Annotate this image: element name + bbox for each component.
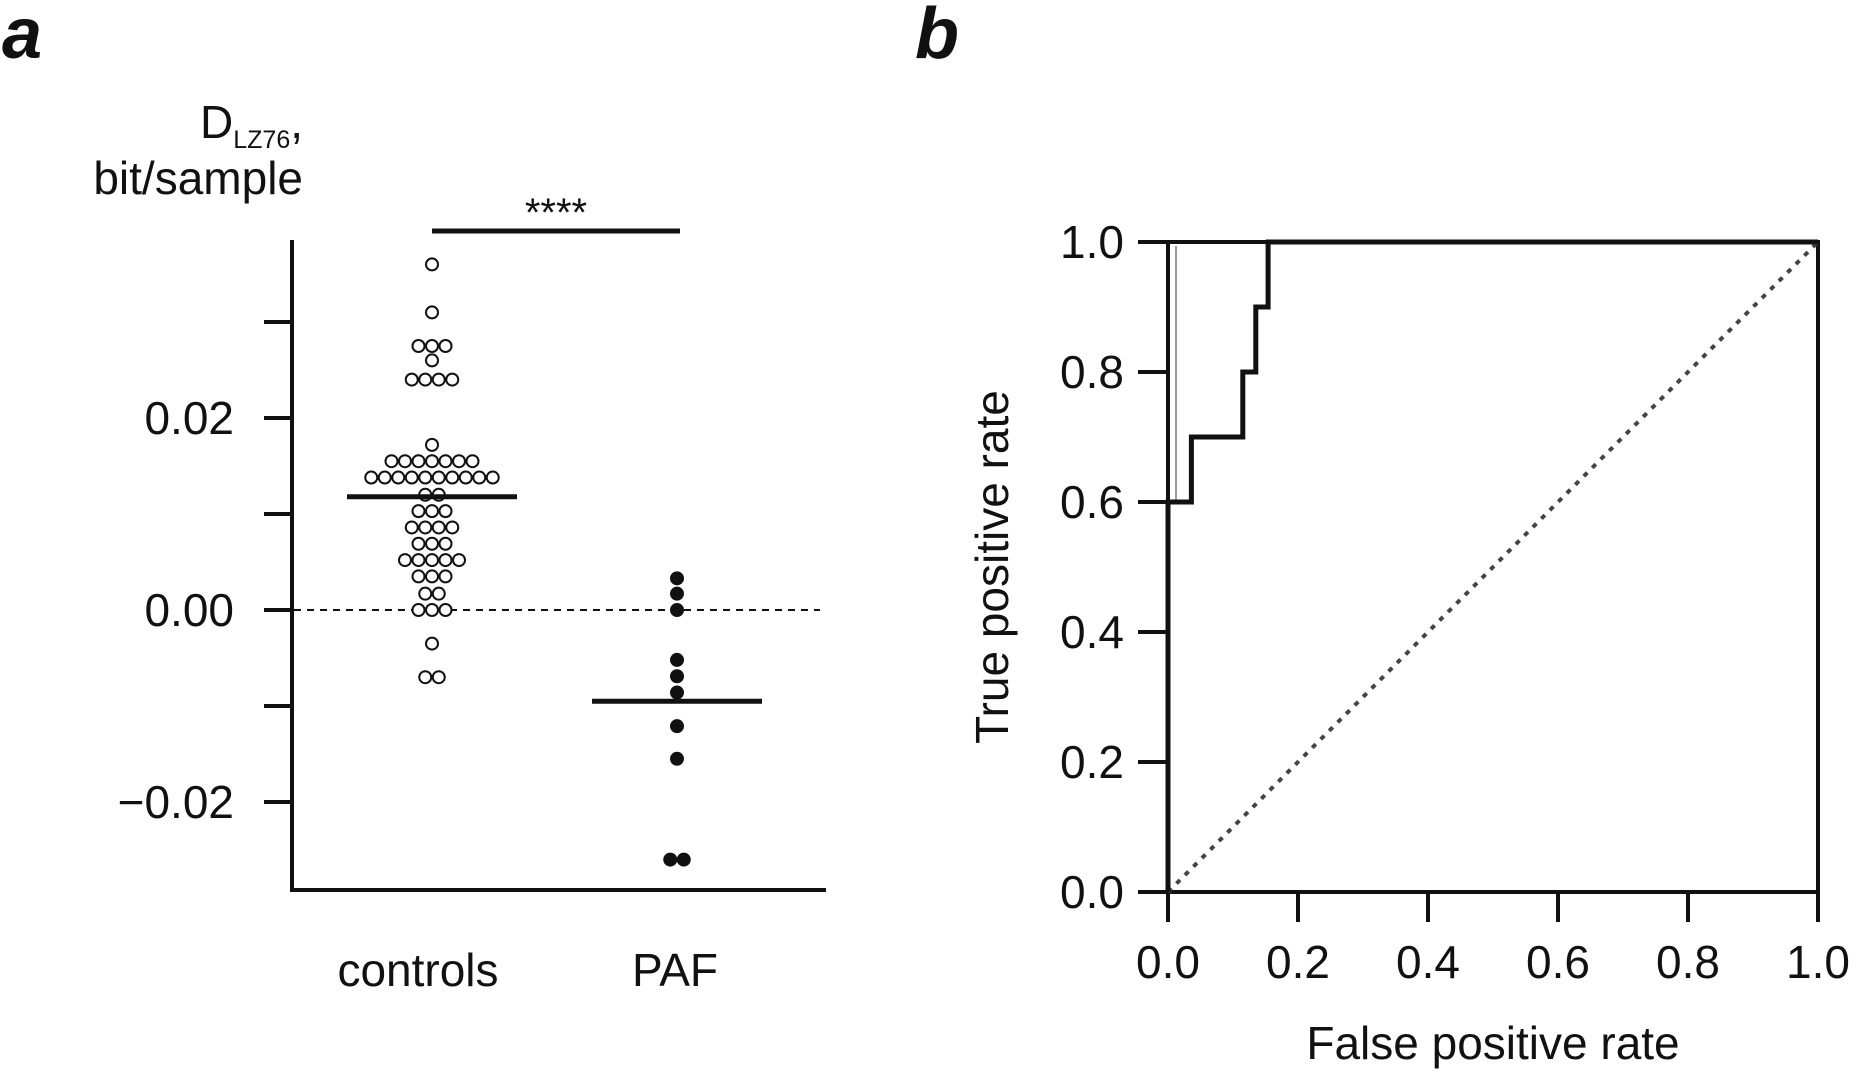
- control-point: [404, 520, 419, 535]
- roc-y-tick-label: 0.2: [1060, 736, 1124, 788]
- control-point: [431, 520, 446, 535]
- roc-x-tick-label: 0.2: [1266, 936, 1330, 988]
- control-point: [377, 470, 392, 485]
- paf-point: [670, 586, 684, 601]
- control-point: [418, 470, 433, 485]
- control-point: [398, 454, 412, 469]
- control-point: [425, 569, 439, 584]
- panel-a-points: [347, 257, 762, 867]
- control-point: [411, 553, 426, 568]
- y-tick-label: 0.02: [144, 392, 234, 444]
- control-point: [425, 257, 439, 272]
- paf-point: [670, 719, 684, 734]
- paf-point: [670, 652, 684, 667]
- control-point: [452, 454, 466, 469]
- panel-a-y-ticks: −0.02 0.00 0.02: [118, 320, 292, 828]
- control-point: [438, 603, 453, 617]
- control-point: [438, 504, 453, 519]
- roc-x-tick-label: 0.8: [1656, 936, 1720, 988]
- control-point: [438, 553, 453, 568]
- control-point: [438, 536, 453, 551]
- control-point: [431, 470, 446, 485]
- panel-a-dot-plot: DLZ76, bit/sample −0.02 0.00 0.02 **** con…: [93, 96, 826, 996]
- control-point: [425, 504, 439, 519]
- roc-x-tick-label: 1.0: [1786, 936, 1850, 988]
- paf-point: [670, 603, 684, 617]
- control-point: [425, 454, 439, 469]
- control-point: [465, 454, 480, 469]
- control-point: [425, 553, 439, 568]
- control-point: [438, 339, 453, 353]
- panel-a-label: a: [2, 0, 42, 74]
- control-point: [391, 470, 406, 485]
- control-point: [458, 470, 473, 485]
- control-point: [472, 470, 487, 485]
- significance-stars: ****: [525, 191, 587, 235]
- control-point: [411, 603, 426, 617]
- control-point: [425, 536, 439, 551]
- control-point: [418, 586, 433, 601]
- control-point: [425, 603, 439, 617]
- control-point: [418, 372, 433, 387]
- control-point: [431, 670, 446, 685]
- control-point: [411, 454, 426, 469]
- panel-a-ylabel: DLZ76,: [200, 96, 303, 154]
- roc-y-tick-label: 1.0: [1060, 216, 1124, 268]
- ylabel-subscript: LZ76: [233, 126, 290, 154]
- panel-b-roc-plot: 0.0 0.2 0.4 0.6 0.8 1.0 0.0 0.2 0.4 0.6 0.8 1.0 Tru…: [966, 216, 1850, 1069]
- control-point: [364, 470, 379, 485]
- control-point: [384, 454, 399, 469]
- chance-diagonal-line: [1166, 240, 1820, 894]
- control-point: [425, 437, 439, 452]
- control-point: [404, 470, 419, 485]
- roc-x-tick-label: 0.6: [1526, 936, 1590, 988]
- y-tick-label: −0.02: [118, 776, 234, 828]
- roc-x-tick-label: 0.0: [1136, 936, 1200, 988]
- ylabel-main: D: [200, 96, 233, 148]
- control-point: [445, 372, 460, 387]
- control-point: [438, 569, 453, 584]
- panel-b-ticks: 0.0 0.2 0.4 0.6 0.8 1.0 0.0 0.2 0.4 0.6 0.8 1.0: [1060, 216, 1850, 988]
- paf-point: [670, 669, 684, 684]
- control-point: [404, 372, 419, 387]
- roc-y-tick-label: 0.0: [1060, 866, 1124, 918]
- control-point: [411, 536, 426, 551]
- control-point: [411, 504, 426, 519]
- control-point: [411, 339, 426, 353]
- control-point: [411, 569, 426, 584]
- paf-point: [670, 751, 684, 766]
- control-point: [485, 470, 500, 485]
- roc-curve-line: [1165, 239, 1818, 892]
- control-point: [418, 670, 433, 685]
- control-point: [431, 372, 446, 387]
- control-point: [425, 636, 439, 651]
- panel-b-label: b: [915, 0, 959, 74]
- category-label-controls: controls: [337, 944, 498, 996]
- paf-point: [670, 685, 684, 700]
- paf-point: [663, 852, 678, 867]
- y-tick-label: 0.00: [144, 584, 234, 636]
- roc-x-tick-label: 0.4: [1396, 936, 1460, 988]
- roc-y-tick-label: 0.6: [1060, 476, 1124, 528]
- category-label-paf: PAF: [632, 944, 718, 996]
- control-point: [445, 520, 460, 535]
- paf-point: [670, 571, 684, 586]
- panel-a-ylabel-unit: bit/sample: [93, 152, 303, 204]
- control-point: [398, 553, 412, 568]
- paf-point: [676, 852, 691, 867]
- panel-b-xlabel: False positive rate: [1306, 1017, 1679, 1069]
- control-point: [445, 470, 460, 485]
- control-point: [431, 586, 446, 601]
- control-point: [425, 339, 439, 353]
- roc-y-tick-label: 0.8: [1060, 346, 1124, 398]
- ylabel-suffix: ,: [290, 96, 303, 148]
- control-point: [452, 553, 466, 568]
- control-point: [425, 353, 439, 368]
- control-point: [425, 305, 439, 320]
- control-point: [418, 520, 433, 535]
- panel-b-ylabel: True positive rate: [966, 390, 1018, 744]
- roc-y-tick-label: 0.4: [1060, 606, 1124, 658]
- control-point: [438, 454, 453, 469]
